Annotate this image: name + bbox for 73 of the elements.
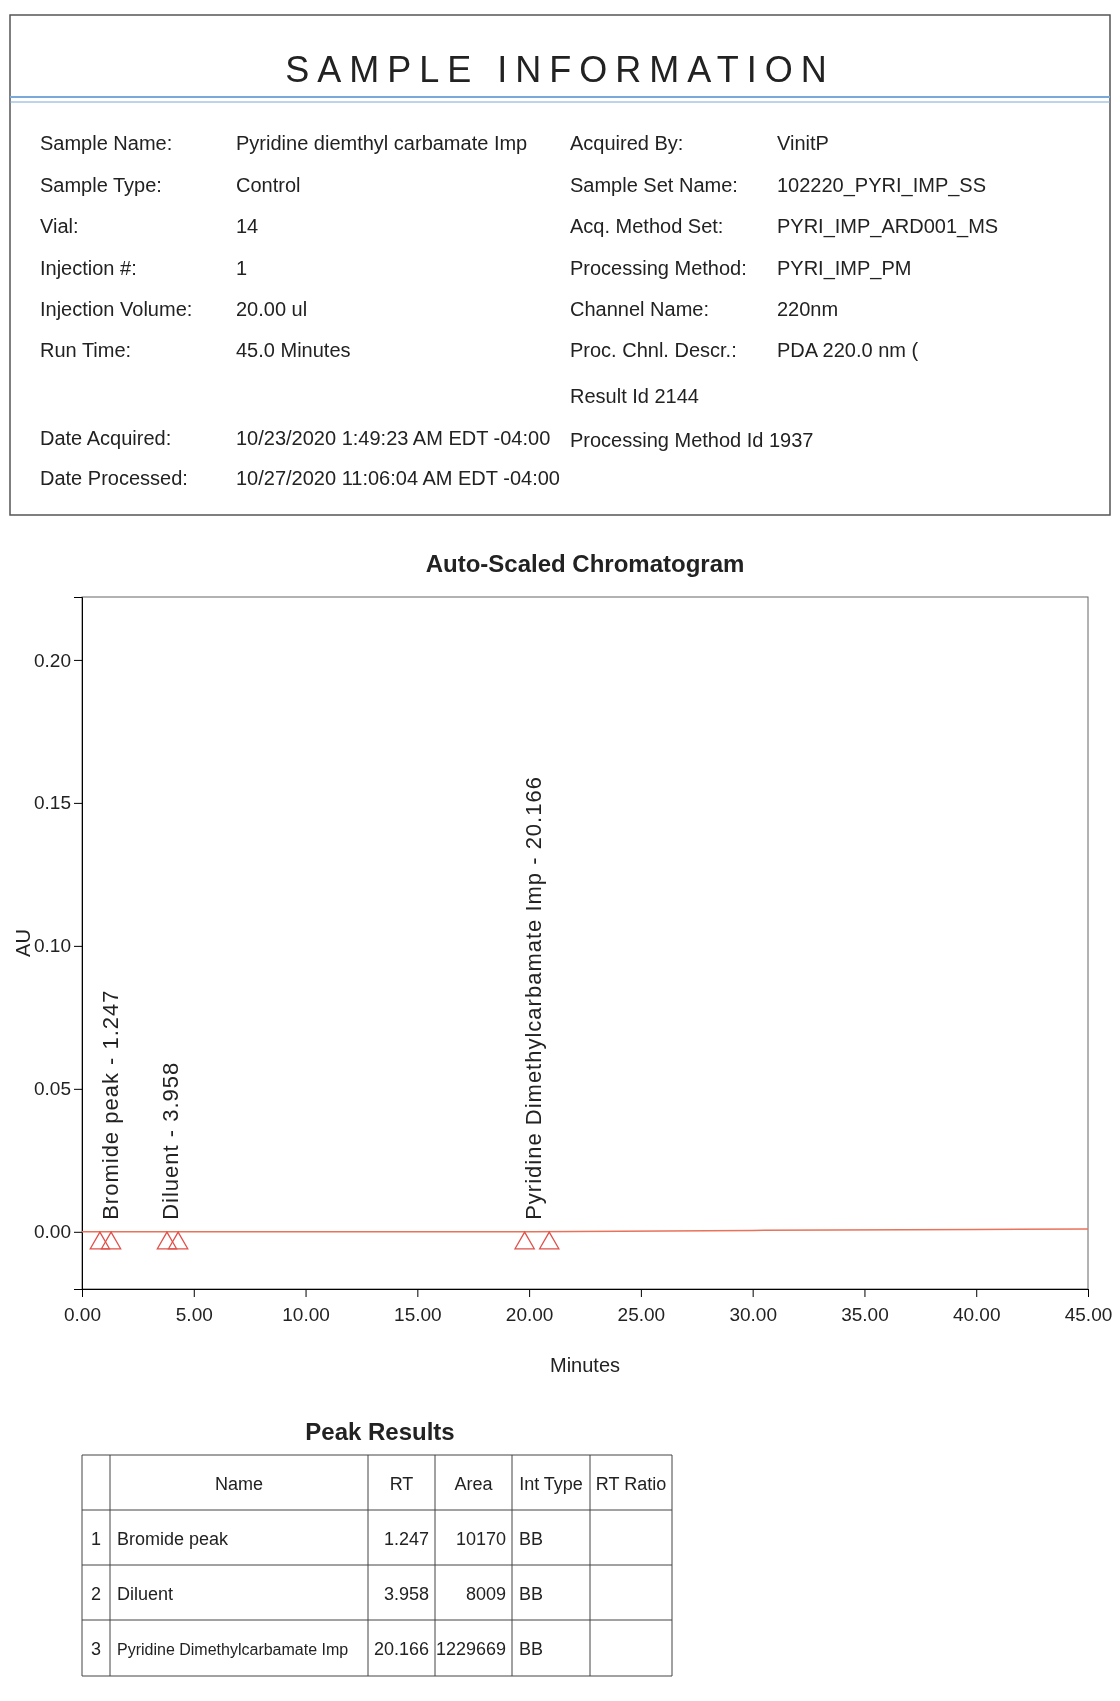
text: 3.958 bbox=[383, 1583, 429, 1604]
x-tick-label: 45.00 bbox=[1064, 1303, 1113, 1325]
text: 1.247 bbox=[383, 1528, 429, 1549]
text: Control bbox=[236, 174, 301, 196]
text: VinitP bbox=[777, 132, 829, 154]
x-tick-label: 25.00 bbox=[617, 1303, 666, 1325]
text: Injection #: bbox=[40, 257, 137, 279]
text: PDA 220.0 nm ( bbox=[777, 339, 919, 361]
chart-title: Auto-Scaled Chromatogram bbox=[425, 550, 745, 577]
text: Area bbox=[454, 1473, 494, 1494]
text: Pyridine Dimethylcarbamate Imp bbox=[117, 1641, 349, 1658]
x-tick-label: 40.00 bbox=[952, 1303, 1001, 1325]
text: 45.0 Minutes bbox=[236, 339, 351, 361]
text: 3 bbox=[90, 1639, 102, 1659]
text: Acq. Method Set: bbox=[570, 215, 724, 237]
text: Vial: bbox=[40, 215, 79, 237]
text: Sample Set Name: bbox=[570, 174, 738, 196]
text: Acquired By: bbox=[570, 132, 684, 154]
text: 1229669 bbox=[435, 1639, 506, 1659]
text: BB bbox=[519, 1639, 544, 1659]
x-tick-label: 10.00 bbox=[282, 1303, 330, 1325]
text: 10/27/2020 11:06:04 AM EDT -04:00 bbox=[236, 467, 560, 489]
y-tick-label: 0.05 bbox=[34, 1078, 71, 1100]
text: Result Id 2144 bbox=[570, 385, 699, 407]
text: Diluent bbox=[117, 1583, 174, 1604]
text: 8009 bbox=[465, 1583, 506, 1604]
text: 10/23/2020 1:49:23 AM EDT -04:00 bbox=[236, 427, 551, 449]
text: Int Type bbox=[519, 1473, 583, 1494]
text: BB bbox=[519, 1528, 544, 1549]
annotation: Diluent - 3.958 bbox=[158, 1061, 184, 1220]
text: Sample Name: bbox=[40, 132, 173, 154]
text: Date Processed: bbox=[40, 467, 188, 489]
text: 14 bbox=[236, 215, 259, 237]
y-tick-label: 0.15 bbox=[34, 792, 71, 814]
y-tick-label: 0.20 bbox=[34, 649, 71, 671]
text: 2 bbox=[90, 1583, 102, 1604]
text: 1 bbox=[236, 257, 248, 279]
text: RT bbox=[389, 1473, 414, 1494]
text: Injection Volume: bbox=[40, 298, 193, 320]
y-tick-label: 0.10 bbox=[34, 935, 71, 957]
x-tick-label: 5.00 bbox=[175, 1303, 213, 1325]
text: Name bbox=[214, 1473, 264, 1494]
text: 20.00 ul bbox=[236, 298, 308, 320]
x-axis-title: Minutes bbox=[549, 1354, 621, 1376]
text: Bromide peak bbox=[117, 1528, 230, 1549]
x-tick-label: 20.00 bbox=[505, 1303, 554, 1325]
text: Run Time: bbox=[40, 339, 132, 361]
text: 102220_PYRI_IMP_SS bbox=[777, 174, 987, 197]
text: BB bbox=[519, 1583, 544, 1604]
text: PYRI_IMP_PM bbox=[777, 257, 912, 280]
text: Channel Name: bbox=[570, 298, 709, 320]
text: Proc. Chnl. Descr.: bbox=[570, 339, 737, 361]
text: Pyridine diemthyl carbamate Imp bbox=[236, 132, 528, 154]
x-tick-label: 15.00 bbox=[394, 1303, 442, 1325]
text: Date Acquired: bbox=[40, 427, 172, 449]
text: SAMPLE INFORMATION bbox=[285, 49, 835, 90]
text: Sample Type: bbox=[40, 174, 162, 196]
text: 20.166 bbox=[373, 1639, 429, 1659]
y-axis-title: AU bbox=[12, 929, 34, 957]
text: PYRI_IMP_ARD001_MS bbox=[777, 215, 999, 238]
text: Peak Results bbox=[305, 1418, 455, 1445]
x-tick-label: 35.00 bbox=[841, 1303, 889, 1325]
annotation: Bromide peak - 1.247 bbox=[97, 989, 123, 1220]
text: RT Ratio bbox=[595, 1473, 667, 1494]
text: 220nm bbox=[777, 298, 839, 320]
text: Processing Method Id 1937 bbox=[570, 429, 814, 451]
x-tick-label: 30.00 bbox=[729, 1303, 777, 1325]
y-tick-label: 0.00 bbox=[34, 1221, 71, 1243]
text: 1 bbox=[90, 1528, 102, 1549]
annotation: Pyridine Dimethylcarbamate Imp - 20.166 bbox=[520, 776, 546, 1220]
x-tick-label: 0.00 bbox=[64, 1303, 101, 1325]
text: 10170 bbox=[455, 1528, 506, 1549]
text: Processing Method: bbox=[570, 257, 747, 279]
